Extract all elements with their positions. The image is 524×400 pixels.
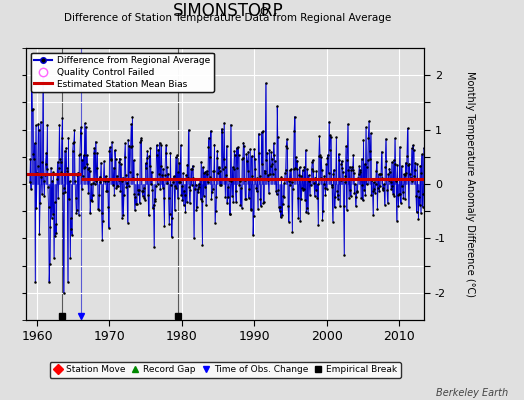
- Legend: Station Move, Record Gap, Time of Obs. Change, Empirical Break: Station Move, Record Gap, Time of Obs. C…: [50, 362, 401, 378]
- Text: Berkeley Earth: Berkeley Earth: [436, 388, 508, 398]
- Text: O: O: [259, 7, 268, 17]
- Text: Difference of Station Temperature Data from Regional Average: Difference of Station Temperature Data f…: [64, 13, 391, 23]
- Y-axis label: Monthly Temperature Anomaly Difference (°C): Monthly Temperature Anomaly Difference (…: [465, 71, 475, 297]
- Legend: Difference from Regional Average, Quality Control Failed, Estimated Station Mean: Difference from Regional Average, Qualit…: [31, 52, 214, 92]
- Text: SIMONSTORP: SIMONSTORP: [172, 2, 283, 20]
